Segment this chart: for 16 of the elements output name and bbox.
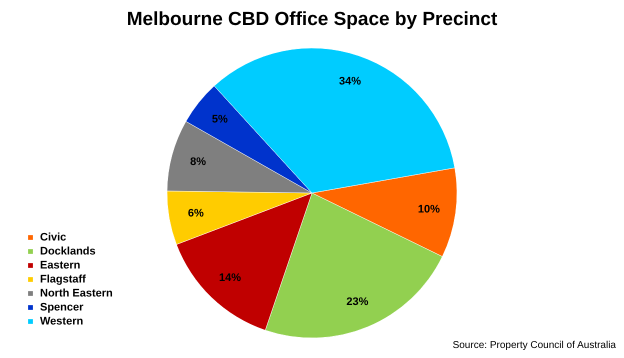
data-label: 5% bbox=[212, 113, 228, 126]
data-label: 8% bbox=[190, 156, 206, 168]
legend-label: Flagstaff bbox=[40, 274, 86, 286]
legend-label: North Eastern bbox=[40, 288, 114, 300]
chart-title: Melbourne CBD Office Space by Precinct bbox=[126, 9, 498, 30]
legend-label: Eastern bbox=[40, 260, 81, 272]
source-note: Source: Property Council of Australia bbox=[452, 340, 616, 351]
data-label: 14% bbox=[219, 272, 242, 284]
data-label: 6% bbox=[188, 207, 204, 220]
data-label: 10% bbox=[418, 203, 440, 216]
data-label: 23% bbox=[346, 296, 369, 308]
legend-label: Spencer bbox=[40, 302, 84, 314]
legend-label: Civic bbox=[40, 232, 66, 244]
data-label: 34% bbox=[339, 75, 362, 88]
legend-label: Western bbox=[40, 316, 84, 328]
legend-label: Docklands bbox=[40, 246, 96, 258]
